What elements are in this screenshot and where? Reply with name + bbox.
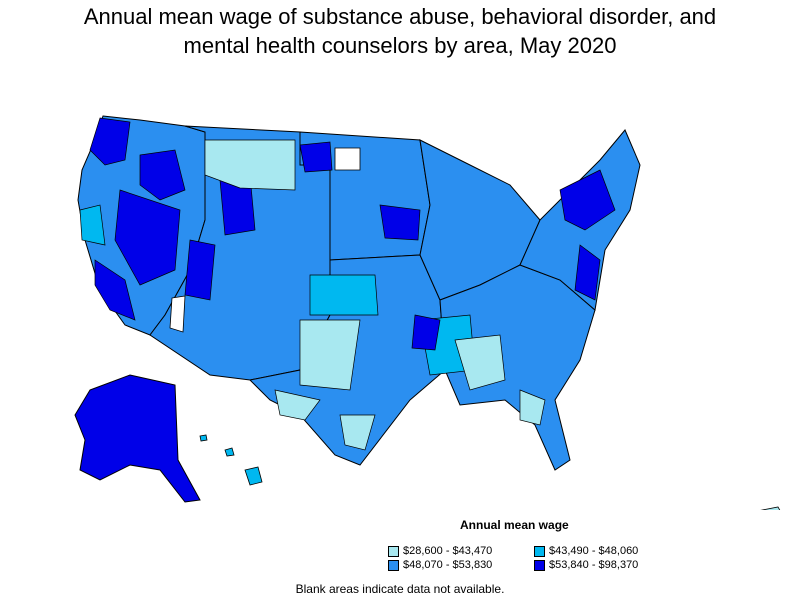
legend-swatch-4 (534, 559, 545, 571)
legend-label-3: $48,070 - $53,830 (403, 559, 493, 571)
low-wage-areas-south (339, 334, 546, 451)
legend-swatch-2 (534, 545, 545, 557)
us-wage-map (74, 115, 781, 510)
no-data-area-montana (334, 147, 361, 171)
title-line-2: mental health counselors by area, May 20… (183, 33, 617, 58)
legend-item-3: $48,070 - $53,830 (388, 559, 492, 571)
alaska (74, 374, 201, 503)
legend-swatch-1 (388, 545, 399, 557)
title-line-1: Annual mean wage of substance abuse, beh… (83, 4, 717, 29)
data-availability-note: Blank areas indicate data not available. (295, 582, 505, 596)
puerto-rico (760, 506, 781, 510)
hawaii (199, 434, 263, 486)
contiguous-us (77, 115, 641, 471)
legend-item-2: $43,490 - $48,060 (534, 545, 638, 557)
legend-swatch-3 (388, 559, 399, 571)
no-data-area-arizona (169, 295, 186, 333)
legend-title: Annual mean wage (460, 518, 569, 532)
legend-item-1: $28,600 - $43,470 (388, 545, 492, 557)
low-wage-areas-plains (204, 139, 361, 421)
legend-item-4: $53,840 - $98,370 (534, 559, 638, 571)
legend-label-1: $28,600 - $43,470 (403, 545, 493, 557)
high-wage-areas-east (379, 169, 616, 351)
map-title: Annual mean wage of substance abuse, beh… (0, 2, 800, 60)
high-wage-areas-west (89, 117, 186, 321)
legend-label-2: $43,490 - $48,060 (549, 545, 639, 557)
legend-label-4: $53,840 - $98,370 (549, 559, 639, 571)
